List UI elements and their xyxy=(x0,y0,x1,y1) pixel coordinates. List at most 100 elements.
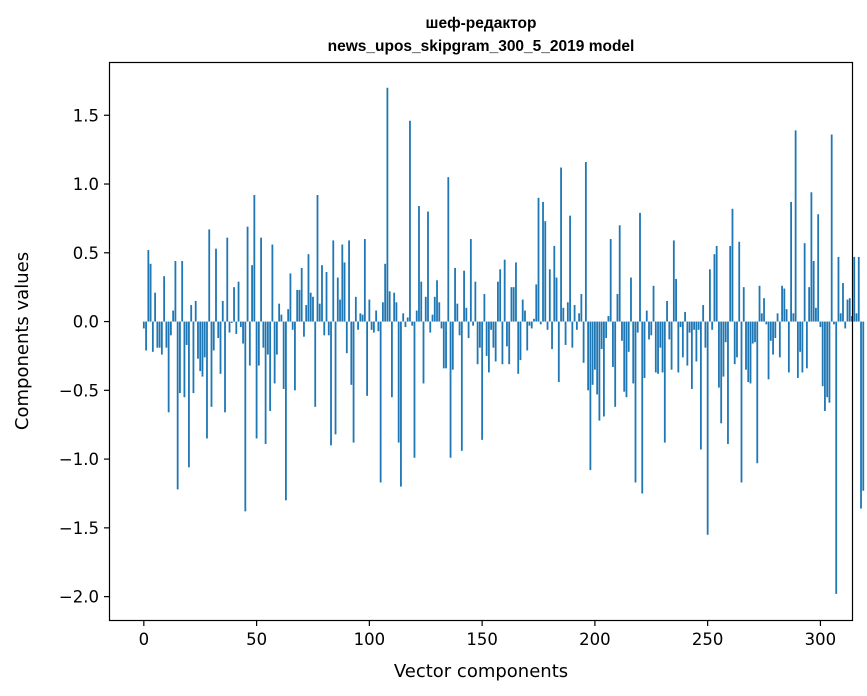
bar-241 xyxy=(686,321,689,366)
bar-117 xyxy=(406,317,409,322)
bar-51 xyxy=(257,321,260,366)
bar-274 xyxy=(760,313,763,322)
plot-frame xyxy=(108,61,854,622)
bar-45 xyxy=(244,321,247,512)
bar-289 xyxy=(794,130,797,322)
bar-238 xyxy=(679,321,682,328)
bar-37 xyxy=(226,237,229,322)
bar-172 xyxy=(530,321,533,329)
bar-88 xyxy=(341,244,344,322)
bar-43 xyxy=(239,321,242,328)
bar-34 xyxy=(219,321,222,374)
bar-189 xyxy=(569,215,571,322)
bar-258 xyxy=(724,321,727,343)
bar-84 xyxy=(332,240,335,322)
bar-298 xyxy=(815,307,817,322)
bar-291 xyxy=(799,321,802,352)
bar-21 xyxy=(190,305,193,322)
bar-245 xyxy=(695,321,698,362)
y-tick-label: −1.5 xyxy=(59,519,99,538)
bar-113 xyxy=(397,321,400,443)
bar-90 xyxy=(345,321,348,354)
bar-225 xyxy=(650,321,653,336)
bar-281 xyxy=(776,313,779,322)
bar-13 xyxy=(172,310,175,322)
bar-162 xyxy=(508,321,511,365)
bar-144 xyxy=(467,321,470,339)
bar-68 xyxy=(296,289,299,322)
bar-181 xyxy=(551,321,553,350)
bar-89 xyxy=(343,262,346,322)
bar-187 xyxy=(564,321,567,345)
bar-82 xyxy=(327,321,330,336)
bar-205 xyxy=(605,321,608,339)
bar-175 xyxy=(537,197,540,322)
bar-57 xyxy=(271,244,274,322)
bar-146 xyxy=(472,321,474,326)
bar-250 xyxy=(706,321,709,535)
bar-157 xyxy=(497,281,499,322)
bar-77 xyxy=(316,195,319,322)
bar-249 xyxy=(704,321,707,348)
bar-262 xyxy=(733,321,736,365)
bar-224 xyxy=(648,321,650,340)
bar-75 xyxy=(312,296,314,322)
bar-56 xyxy=(269,321,272,411)
bar-177 xyxy=(542,201,544,322)
bar-163 xyxy=(510,287,513,322)
bar-268 xyxy=(747,321,750,383)
bar-223 xyxy=(645,310,648,322)
bar-132 xyxy=(440,321,443,329)
bar-296 xyxy=(810,192,813,322)
bar-259 xyxy=(727,321,729,444)
bar-80 xyxy=(323,321,326,336)
bar-287 xyxy=(790,201,792,322)
bar-116 xyxy=(404,321,407,328)
bar-1 xyxy=(145,321,147,351)
bar-44 xyxy=(242,321,244,344)
x-tick-label: 200 xyxy=(579,630,611,649)
bar-94 xyxy=(354,296,357,322)
bar-171 xyxy=(528,321,531,326)
bar-101 xyxy=(370,321,373,330)
bar-125 xyxy=(424,296,427,322)
bar-229 xyxy=(659,321,662,348)
bar-234 xyxy=(670,321,673,370)
bar-294 xyxy=(805,321,808,369)
bar-246 xyxy=(697,321,700,330)
bar-105 xyxy=(379,321,382,483)
bar-31 xyxy=(212,321,215,351)
bar-22 xyxy=(192,321,195,394)
bar-141 xyxy=(460,321,463,451)
bar-38 xyxy=(228,321,231,333)
bar-185 xyxy=(560,167,562,322)
bar-232 xyxy=(666,300,668,322)
y-tick-label: 0.0 xyxy=(73,313,99,332)
bar-256 xyxy=(720,321,723,424)
bar-193 xyxy=(578,313,580,322)
bar-41 xyxy=(235,321,238,334)
bar-239 xyxy=(681,321,684,358)
bar-83 xyxy=(330,321,332,446)
bar-27 xyxy=(203,321,206,358)
y-tick-label: −1.0 xyxy=(59,450,99,469)
bar-167 xyxy=(519,321,522,361)
bar-136 xyxy=(449,321,452,458)
bar-286 xyxy=(787,321,790,373)
bar-276 xyxy=(765,321,768,325)
y-tick-label: −2.0 xyxy=(59,588,99,607)
bar-127 xyxy=(429,321,432,333)
bar-271 xyxy=(754,321,756,343)
bar-72 xyxy=(305,305,308,322)
bar-8 xyxy=(160,321,163,355)
bar-166 xyxy=(517,321,520,374)
bar-159 xyxy=(501,321,504,365)
bar-251 xyxy=(709,269,711,322)
bar-305 xyxy=(830,134,833,322)
y-tick-label: 1.5 xyxy=(73,106,99,125)
bar-54 xyxy=(264,321,267,444)
bar-299 xyxy=(817,214,820,322)
bar-248 xyxy=(702,305,705,322)
x-tick-label: 50 xyxy=(246,630,267,649)
bar-99 xyxy=(366,321,368,396)
